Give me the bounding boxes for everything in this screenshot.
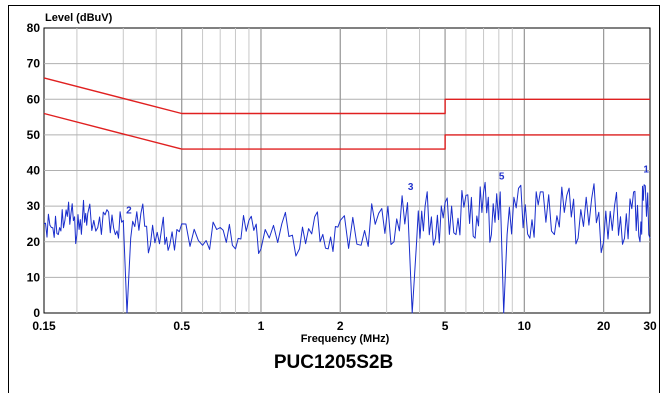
y-tick-label: 80 [27, 21, 41, 35]
y-tick-label: 70 [27, 57, 41, 71]
x-tick-label: 20 [597, 319, 611, 333]
limit-line-upper [43, 77, 650, 115]
y-tick-label: 10 [27, 270, 41, 284]
limit-line-lower [43, 112, 650, 150]
y-tick-label: 0 [33, 306, 40, 320]
y-tick-label: 40 [27, 164, 41, 178]
major-gridlines [44, 28, 650, 313]
x-tick-label: 2 [337, 319, 344, 333]
y-tick-label: 50 [27, 128, 41, 142]
x-tick-label: 0.5 [173, 319, 190, 333]
x-tick-label: 10 [518, 319, 532, 333]
tick-labels: 0 10 20 30 40 50 60 70 80 0.15 0.5 1 2 5 10 20 30 [27, 21, 657, 333]
peak-marker-label: 5 [499, 171, 505, 182]
y-tick-label: 20 [27, 235, 41, 249]
measurement-trace [43, 181, 651, 314]
peak-marker-label: 1 [643, 164, 649, 175]
x-tick-label: 0.15 [32, 319, 56, 333]
y-tick-label: 30 [27, 199, 41, 213]
y-tick-label: 60 [27, 92, 41, 106]
chart-title: PUC1205S2B [273, 352, 394, 373]
emi-chart: 1 2 3 5 0 10 20 30 40 50 60 70 80 0.15 0.5 1 2 5 10 20 30 L… [27, 12, 657, 345]
peak-marker-label: 3 [408, 182, 414, 193]
y-axis-label: Level (dBuV) [45, 12, 113, 24]
x-axis-label: Frequency (MHz) [301, 333, 390, 345]
x-tick-label: 5 [442, 319, 449, 333]
peak-markers: 1 2 3 5 [126, 164, 649, 216]
series-layer [43, 77, 651, 314]
peak-marker-label: 2 [126, 205, 132, 216]
x-tick-label: 30 [643, 319, 657, 333]
x-tick-label: 1 [258, 319, 265, 333]
chart-frame: 1 2 3 5 0 10 20 30 40 50 60 70 80 0.15 0.5 1 2 5 10 20 30 L… [8, 5, 660, 393]
